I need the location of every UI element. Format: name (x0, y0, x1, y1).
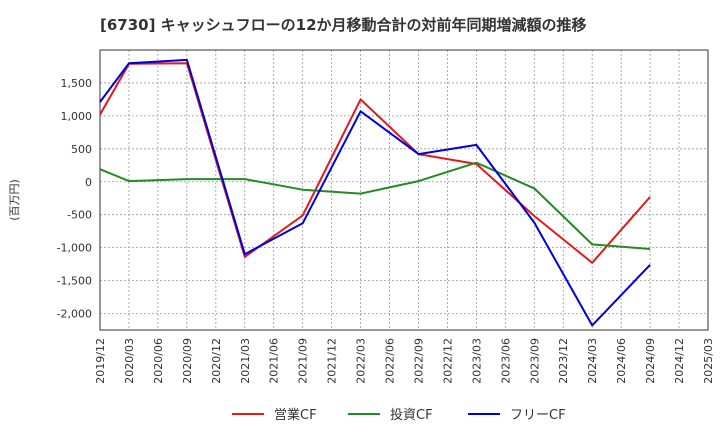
y-tick-label: 0 (85, 176, 92, 189)
x-axis-ticks: 2019/12 2020/03 2020/06 2020/09 2020/12 2021/… (94, 338, 715, 384)
y-tick-label: 1,000 (61, 110, 93, 123)
x-tick-label: 2022/03 (355, 338, 368, 384)
x-tick-label: 2022/12 (441, 338, 454, 384)
x-tick-label: 2023/03 (470, 338, 483, 384)
x-tick-label: 2024/12 (673, 338, 686, 384)
legend: 営業CF 投資CF フリーCF (232, 407, 566, 423)
x-tick-label: 2019/12 (94, 338, 107, 384)
y-axis-ticks: -2,000 -1,500 -1,000 -500 0 500 1,000 1,500 (57, 77, 92, 321)
series-line-3 (99, 58, 651, 327)
y-tick-label: -2,000 (57, 308, 92, 321)
x-tick-label: 2020/09 (181, 338, 194, 384)
x-tick-label: 2021/03 (239, 338, 252, 384)
x-tick-label: 2020/12 (210, 338, 223, 384)
x-tick-label: 2020/06 (152, 338, 165, 384)
grid-lines (100, 50, 708, 330)
series-lines (99, 58, 651, 327)
y-tick-label: 1,500 (61, 77, 93, 90)
x-tick-label: 2024/03 (586, 338, 599, 384)
series-line-1 (99, 62, 651, 264)
plot-frame (99, 49, 709, 331)
y-axis-label: (百万円) (8, 179, 21, 221)
x-tick-label: 2023/09 (528, 338, 541, 384)
y-tick-label: -1,000 (57, 242, 92, 255)
x-tick-label: 2021/06 (268, 338, 281, 384)
x-tick-label: 2021/12 (326, 338, 339, 384)
y-tick-label: -1,500 (57, 275, 92, 288)
y-tick-label: -500 (67, 209, 92, 222)
y-tick-label: 500 (71, 143, 92, 156)
x-tick-label: 2024/06 (615, 338, 628, 384)
series-line-2 (99, 161, 651, 250)
x-tick-label: 2023/12 (557, 338, 570, 384)
x-tick-label: 2020/03 (123, 338, 136, 384)
x-tick-label: 2025/03 (702, 338, 715, 384)
x-tick-label: 2022/06 (384, 338, 397, 384)
x-tick-label: 2022/09 (412, 338, 425, 384)
x-tick-label: 2024/09 (644, 338, 657, 384)
legend-label-1: 営業CF (274, 407, 317, 423)
chart-title: [6730] キャッシュフローの12か月移動合計の対前年同期増減額の推移 (100, 16, 587, 34)
legend-label-3: フリーCF (510, 408, 566, 423)
x-tick-label: 2021/09 (297, 338, 310, 384)
x-tick-label: 2023/06 (499, 338, 512, 384)
legend-label-2: 投資CF (390, 407, 433, 423)
